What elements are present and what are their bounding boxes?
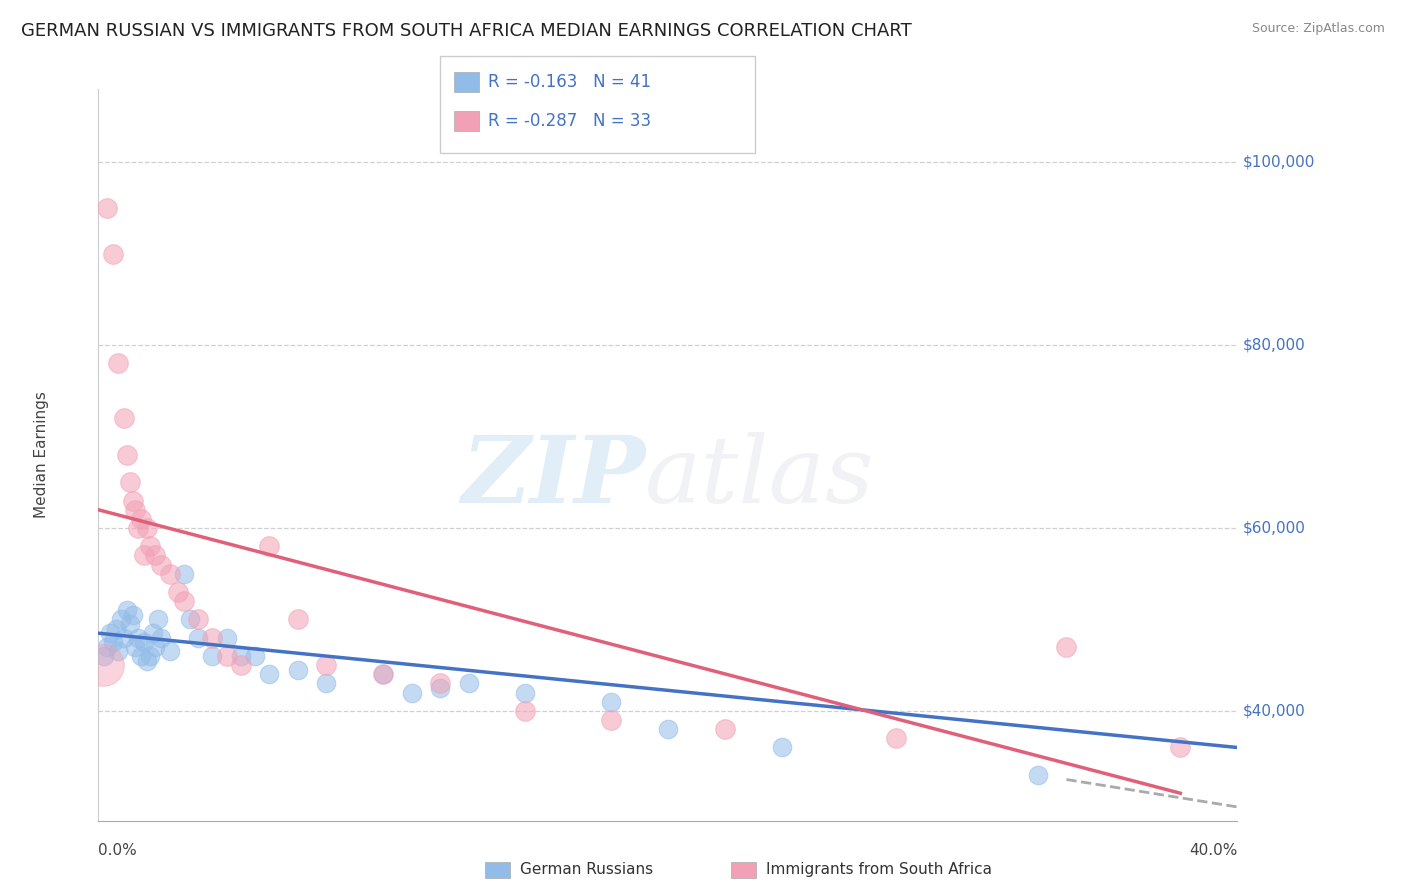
Point <box>401 685 423 699</box>
Text: $60,000: $60,000 <box>1243 521 1306 535</box>
Point <box>770 740 793 755</box>
Text: Median Earnings: Median Earnings <box>34 392 49 518</box>
Point <box>129 649 152 664</box>
Text: $80,000: $80,000 <box>1243 338 1306 352</box>
Text: atlas: atlas <box>645 432 875 522</box>
Point <box>259 667 281 681</box>
Point <box>1056 640 1078 654</box>
Point <box>138 649 160 664</box>
Text: ZIP: ZIP <box>461 432 645 522</box>
Point <box>187 612 209 626</box>
Point <box>104 622 127 636</box>
Point <box>115 448 138 462</box>
Point <box>118 475 141 490</box>
Point <box>1026 768 1049 782</box>
Point <box>457 676 479 690</box>
Point <box>101 246 124 260</box>
Text: $100,000: $100,000 <box>1243 155 1316 169</box>
Point <box>148 612 170 626</box>
Point <box>121 607 143 622</box>
Text: Source: ZipAtlas.com: Source: ZipAtlas.com <box>1251 22 1385 36</box>
Point <box>1170 740 1192 755</box>
Point <box>243 649 266 664</box>
Point <box>138 539 160 553</box>
Point <box>96 201 118 215</box>
Point <box>91 658 114 673</box>
Point <box>135 654 157 668</box>
Point <box>107 644 129 658</box>
Text: $40,000: $40,000 <box>1243 704 1306 718</box>
Point <box>259 539 281 553</box>
Point <box>229 649 252 664</box>
Point <box>429 676 451 690</box>
Text: German Russians: German Russians <box>520 863 654 877</box>
Point <box>215 631 238 645</box>
Point <box>229 658 252 673</box>
Point <box>132 635 155 649</box>
Point <box>96 640 118 654</box>
Point <box>371 667 394 681</box>
Point <box>150 631 173 645</box>
Point <box>215 649 238 664</box>
Point <box>600 695 623 709</box>
Text: 40.0%: 40.0% <box>1189 843 1237 857</box>
Point <box>129 512 152 526</box>
Point <box>101 635 124 649</box>
Point <box>159 644 181 658</box>
Point <box>145 549 167 563</box>
Point <box>287 612 309 626</box>
Text: R = -0.287   N = 33: R = -0.287 N = 33 <box>488 112 651 130</box>
Point <box>287 663 309 677</box>
Point <box>159 566 181 581</box>
Point <box>145 640 167 654</box>
Point <box>884 731 907 746</box>
Point <box>315 676 337 690</box>
Point <box>93 649 115 664</box>
Point <box>141 626 163 640</box>
Point <box>173 566 195 581</box>
Point <box>132 549 155 563</box>
Text: GERMAN RUSSIAN VS IMMIGRANTS FROM SOUTH AFRICA MEDIAN EARNINGS CORRELATION CHART: GERMAN RUSSIAN VS IMMIGRANTS FROM SOUTH … <box>21 22 912 40</box>
Point <box>121 493 143 508</box>
Point <box>600 713 623 727</box>
Point <box>315 658 337 673</box>
Point <box>187 631 209 645</box>
Text: 0.0%: 0.0% <box>98 843 138 857</box>
Point <box>179 612 201 626</box>
Point <box>201 631 224 645</box>
Point <box>714 723 737 737</box>
Point <box>167 585 190 599</box>
Point <box>107 356 129 371</box>
Point <box>515 685 537 699</box>
Point <box>135 521 157 535</box>
Point <box>124 640 146 654</box>
Point <box>127 631 149 645</box>
Point <box>112 411 135 425</box>
Point <box>118 617 141 632</box>
Point <box>112 631 135 645</box>
Point <box>150 558 173 572</box>
Point <box>657 723 679 737</box>
Point <box>201 649 224 664</box>
Point <box>515 704 537 718</box>
Point <box>173 594 195 608</box>
Point <box>127 521 149 535</box>
Point <box>124 502 146 516</box>
Point <box>98 626 121 640</box>
Text: R = -0.163   N = 41: R = -0.163 N = 41 <box>488 73 651 91</box>
Point <box>371 667 394 681</box>
Text: Immigrants from South Africa: Immigrants from South Africa <box>766 863 993 877</box>
Point <box>429 681 451 695</box>
Point <box>115 603 138 617</box>
Point <box>110 612 132 626</box>
